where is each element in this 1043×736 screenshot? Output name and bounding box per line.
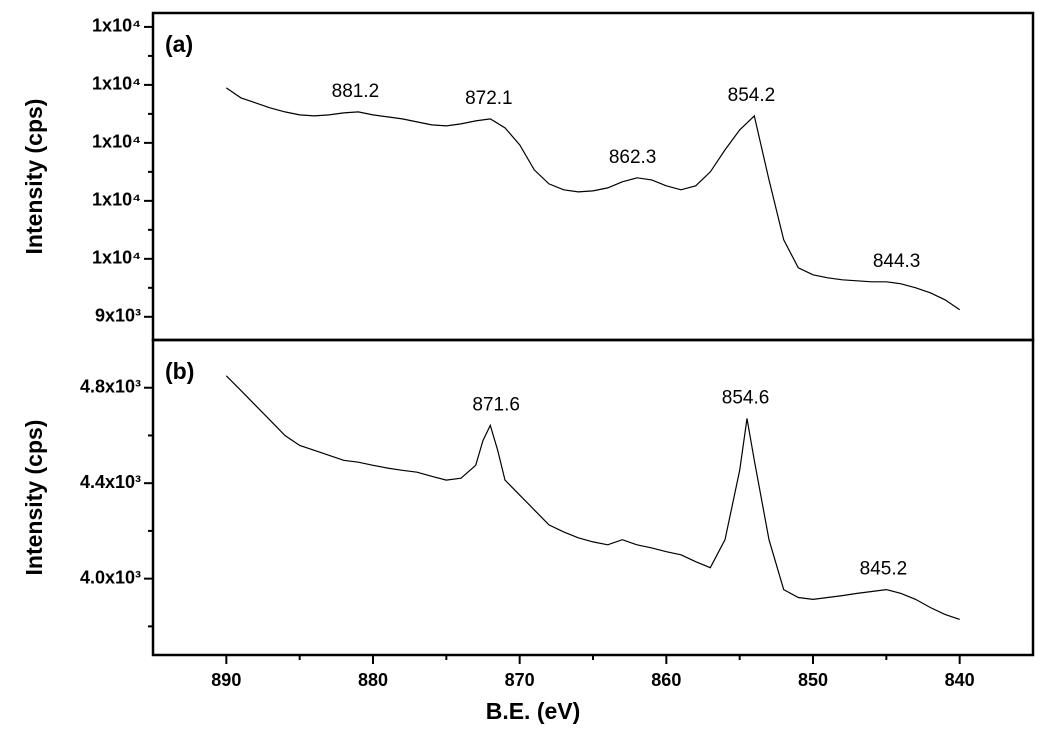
peak-label: 844.3 [873, 251, 921, 272]
peak-label: 845.2 [860, 559, 908, 580]
plot-frame [151, 11, 1035, 342]
x-tick-label: 860 [651, 670, 681, 690]
y-tick-label: 4.0x10³ [80, 567, 141, 587]
y-tick-label: 4.4x10³ [80, 472, 141, 492]
spectrum-line [225, 375, 960, 620]
y-tick-label: 4.8x10³ [80, 376, 141, 396]
y-tick-label: 1x10⁴ [92, 132, 141, 152]
plot-frame [151, 338, 1035, 657]
y-tick-label: 1x10⁴ [92, 248, 141, 268]
peak-label: 881.2 [332, 81, 380, 102]
peak-label: 862.3 [609, 147, 657, 168]
panel-label: (a) [165, 31, 193, 57]
y-axis-title: Intensity (cps) [21, 99, 47, 255]
x-tick-label: 890 [211, 670, 241, 690]
x-tick-label: 880 [358, 670, 388, 690]
peak-label: 854.2 [728, 85, 776, 106]
y-tick-label: 1x10⁴ [92, 190, 141, 210]
x-axis-title: B.E. (eV) [486, 698, 581, 724]
spectrum-line [225, 87, 961, 311]
y-tick-label: 1x10⁴ [92, 74, 141, 94]
x-tick-label: 870 [505, 670, 535, 690]
y-tick-label: 9x10³ [95, 306, 141, 326]
peak-label: 854.6 [722, 388, 770, 409]
x-tick-label: 840 [945, 670, 975, 690]
y-tick-label: 1x10⁴ [92, 16, 141, 36]
x-tick-label: 850 [798, 670, 828, 690]
panel-label: (b) [165, 358, 194, 384]
y-axis-title: Intensity (cps) [21, 420, 47, 576]
peak-label: 872.1 [465, 88, 513, 109]
peak-label: 871.6 [472, 394, 520, 415]
